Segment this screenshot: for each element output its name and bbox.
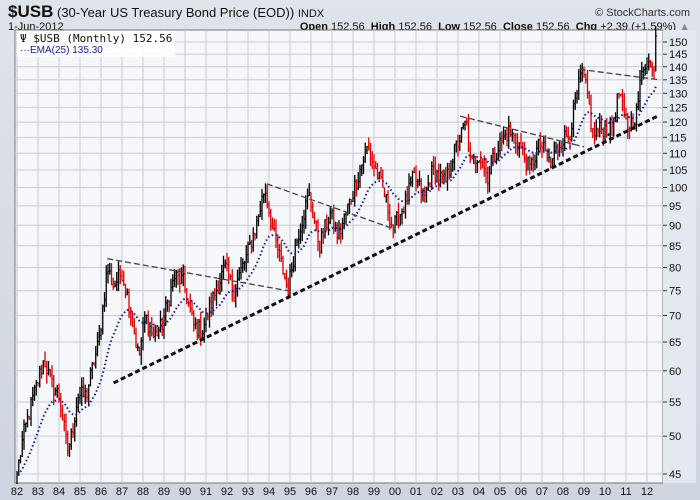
x-tick-label: 07 [536,486,548,498]
x-tick-label: 93 [242,486,254,498]
trendline-resistance-1 [107,258,289,292]
x-tick-label: 86 [95,486,107,498]
x-tick-label: 03 [452,486,464,498]
trendline-support [112,114,659,385]
x-tick-label: 82 [11,486,23,498]
y-tick-label: 65 [669,337,681,349]
legend-series: Ψ $USB (Monthly) 152.56 [20,32,173,45]
x-tick-label: 96 [305,486,317,498]
chart-title: $USB (30-Year US Treasury Bond Price (EO… [8,2,324,22]
x-tick-label: 12 [641,486,653,498]
y-tick-label: 55 [669,397,681,409]
y-tick-label: 80 [669,263,681,275]
x-tick-label: 90 [179,486,191,498]
y-tick-label: 125 [669,102,687,114]
y-tick-label: 135 [669,75,687,87]
x-tick-label: 89 [158,486,170,498]
y-tick-label: 145 [669,49,687,61]
x-tick-label: 04 [473,486,485,498]
y-tick-label: 115 [669,132,687,144]
x-tick-label: 09 [578,486,590,498]
x-tick-label: 08 [557,486,569,498]
x-tick-label: 05 [494,486,506,498]
x-tick-label: 91 [200,486,212,498]
x-tick-label: 85 [74,486,86,498]
legend: Ψ $USB (Monthly) 152.56 ···EMA(25) 135.3… [17,31,176,57]
x-tick-label: 83 [32,486,44,498]
y-tick-label: 140 [669,62,687,74]
y-tick-label: 85 [669,241,681,253]
y-axis-panel [663,30,696,483]
y-tick-label: 130 [669,88,687,100]
y-tick-label: 100 [669,182,687,194]
ohlc-icon: Ψ [20,32,27,45]
up-triangle-icon: ▲ [679,21,690,33]
x-tick-label: 11 [620,486,631,498]
symbol: $USB [8,2,54,21]
y-tick-label: 45 [669,469,681,481]
x-tick-label: 84 [53,486,65,498]
dotted-line-icon: ··· [20,45,30,56]
x-tick-label: 01 [410,486,422,498]
y-tick-label: 95 [669,201,681,213]
plot-area [14,29,664,484]
x-tick-label: 06 [515,486,527,498]
y-tick-label: 90 [669,220,681,232]
y-tick-label: 120 [669,117,687,129]
ema-line [16,86,657,475]
x-tick-label: 92 [221,486,233,498]
y-tick-label: 70 [669,310,681,322]
y-tick-label: 110 [669,148,687,160]
x-tick-label: 87 [116,486,128,498]
copyright[interactable]: © StockCharts.com [595,7,690,19]
x-tick-label: 02 [431,486,443,498]
x-tick-label: 98 [347,486,359,498]
y-tick-label: 105 [669,165,687,177]
x-tick-label: 99 [368,486,380,498]
description: (30-Year US Treasury Bond Price (EOD)) [56,5,295,20]
y-tick-label: 50 [669,431,681,443]
exchange: INDX [297,8,325,20]
x-tick-label: 97 [326,486,338,498]
y-tick-label: 60 [669,366,681,378]
x-tick-label: 00 [389,486,401,498]
x-tick-label: 88 [137,486,149,498]
y-tick-label: 150 [669,37,687,49]
trendline-resistance-2 [266,183,396,230]
x-tick-label: 95 [284,486,296,498]
x-tick-label: 10 [599,486,611,498]
legend-ema: ···EMA(25) 135.30 [20,45,103,56]
trendline-resistance-4 [579,68,660,81]
x-tick-label: 94 [263,486,275,498]
y-tick-label: 75 [669,286,681,298]
trendline-resistance-3 [459,115,585,148]
